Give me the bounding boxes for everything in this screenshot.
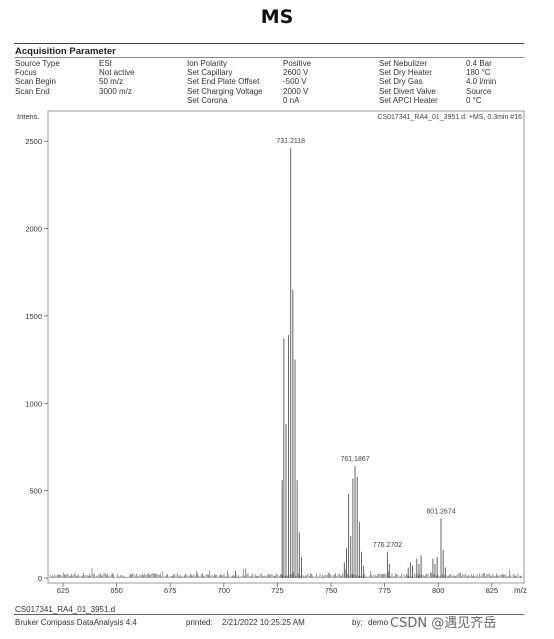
param-col1-labels: Source Type Focus Scan Begin Scan End (15, 59, 60, 96)
y-tick-label: 0 (38, 574, 42, 583)
param-col2-labels: Ion Polarity Set Capillary Set End Plate… (187, 59, 263, 105)
param-value: 50 m/z (99, 77, 124, 87)
acquisition-divider (15, 57, 524, 58)
param-label: Scan Begin (15, 77, 56, 87)
trace-label: CS017341_RA4_01_3951.d: +MS, 0.3min #16 (377, 114, 522, 121)
peak-labels: 731.2118 761.1867 776.2702 801.2674 (276, 138, 455, 549)
peak-label: 731.2118 (276, 138, 305, 145)
plot-frame (47, 110, 525, 584)
x-tick-label: 625 (57, 586, 70, 595)
param-label: Focus (15, 68, 37, 78)
y-tick-label: 500 (29, 487, 42, 496)
param-value: Not active (99, 68, 135, 78)
y-tick-label: 2000 (25, 225, 42, 234)
param-value: 4.0 l/min (466, 77, 497, 87)
y-axis-label: Intens. (17, 112, 40, 121)
x-tick-label: 725 (271, 586, 284, 595)
y-tick-label: 2500 (25, 137, 42, 146)
spectrum-peaks (235, 148, 446, 578)
param-label: Source Type (15, 59, 60, 68)
param-label: Ion Polarity (187, 59, 228, 68)
footer-by-value: demo (368, 618, 389, 627)
param-value: -500 V (283, 77, 307, 87)
param-value: 0 °C (466, 95, 482, 105)
param-col2-values: Positive 2600 V -500 V 2000 V 0 nA (283, 59, 311, 105)
param-value: 0 nA (283, 95, 300, 105)
x-tick-label: 825 (486, 586, 499, 595)
peak-label: 761.1867 (340, 456, 369, 463)
y-axis: 0 500 1000 1500 2000 2500 (25, 137, 48, 583)
x-tick-label: 675 (164, 586, 177, 595)
param-value: 2000 V (283, 86, 309, 96)
param-col3-labels: Set Nebulizer Set Dry Heater Set Dry Gas… (379, 59, 438, 105)
footer-by-label: by: (352, 618, 363, 627)
y-tick-label: 1500 (25, 312, 42, 321)
x-tick-label: 650 (110, 586, 123, 595)
param-label: Set Divert Valve (379, 86, 436, 96)
acquisition-heading: Acquisition Parameter (15, 46, 116, 57)
param-label: Scan End (15, 86, 50, 96)
param-value: 0.4 Bar (466, 59, 492, 68)
param-col3-values: 0.4 Bar 180 °C 4.0 l/min Source 0 °C (466, 59, 496, 105)
y-tick-label: 1000 (25, 399, 42, 408)
page-title: MS (260, 6, 294, 28)
param-label: Set Charging Voltage (187, 86, 263, 96)
watermark: CSDN @遇见齐岳 (390, 616, 497, 631)
param-label: Set Capillary (187, 68, 233, 78)
x-tick-label: 700 (218, 586, 231, 595)
param-value: 2600 V (283, 68, 309, 78)
param-label: Set APCI Heater (379, 95, 438, 105)
x-axis-label: m/z (514, 586, 527, 595)
top-divider (14, 43, 524, 44)
footer-divider (14, 614, 524, 615)
param-value: Positive (283, 59, 312, 68)
param-label: Set Dry Heater (379, 68, 432, 78)
peak-label: 776.2702 (373, 542, 402, 549)
peak-label: 801.2674 (426, 509, 455, 516)
footer-printed-label: printed: (186, 618, 213, 627)
footer-printed-value: 2/21/2022 10:25:25 AM (222, 618, 305, 627)
param-label: Set End Plate Offset (187, 77, 260, 87)
param-label: Set Dry Gas (379, 77, 423, 87)
param-value: Source (466, 86, 492, 96)
x-axis: 625 650 675 700 725 750 775 800 825 (57, 583, 498, 595)
param-value: 180 °C (466, 68, 491, 78)
param-value: 3000 m/z (99, 86, 132, 96)
x-tick-label: 750 (325, 586, 338, 595)
footer-file: CS017341_RA4_01_3951.d (15, 605, 116, 614)
x-tick-label: 775 (378, 586, 391, 595)
footer-software: Bruker Compass DataAnalysis 4.4 (15, 618, 137, 627)
x-tick-label: 800 (432, 586, 445, 595)
param-col1-values: ESI Not active 50 m/z 3000 m/z (99, 59, 135, 96)
param-label: Set Corona (187, 95, 228, 105)
param-label: Set Nebulizer (379, 59, 428, 68)
param-value: ESI (99, 59, 112, 68)
